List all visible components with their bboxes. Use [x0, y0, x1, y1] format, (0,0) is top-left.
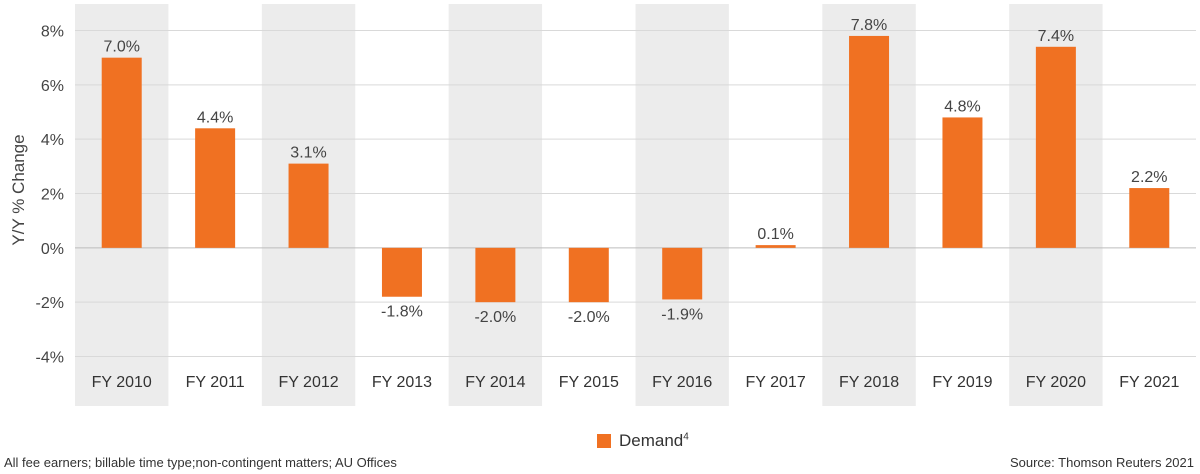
bar [942, 117, 983, 248]
y-tick-label: 6% [41, 78, 64, 95]
data-label: 7.0% [103, 39, 139, 56]
x-tick-label: FY 2010 [92, 374, 152, 391]
x-tick-label: FY 2016 [652, 374, 712, 391]
data-label: 0.1% [757, 226, 793, 243]
x-tick-label: FY 2015 [559, 374, 619, 391]
data-label: 7.4% [1038, 28, 1074, 45]
y-tick-label: 8% [41, 24, 64, 41]
data-label: 7.8% [851, 17, 887, 34]
bar [755, 245, 796, 248]
x-tick-label: FY 2019 [932, 374, 992, 391]
x-tick-label: FY 2014 [465, 374, 525, 391]
data-label: 3.1% [290, 145, 326, 162]
x-tick-label: FY 2021 [1119, 374, 1179, 391]
data-label: -2.0% [568, 309, 610, 326]
x-tick-label: FY 2020 [1026, 374, 1086, 391]
bar [288, 163, 329, 248]
gridlines [75, 30, 1196, 357]
bar [101, 57, 142, 248]
legend: Demand4 [597, 431, 689, 451]
x-axis-categories: FY 2010 FY 2011 FY 2012 FY 2013 FY 2014 FY 20… [92, 374, 1180, 391]
bars [101, 35, 1170, 303]
category-band [635, 4, 729, 406]
bar [849, 35, 890, 248]
x-tick-label: FY 2012 [278, 374, 338, 391]
bar [568, 247, 609, 303]
y-axis-label: Y/Y % Change [9, 134, 28, 245]
y-axis-ticks: -4% -2% 0% 2% 4% 6% 8% [36, 24, 64, 367]
legend-label-demand: Demand4 [619, 431, 689, 450]
bar [1035, 46, 1076, 248]
bar [475, 247, 516, 303]
bar [1129, 188, 1170, 248]
y-tick-label: 4% [41, 132, 64, 149]
data-label: 4.8% [944, 98, 980, 115]
y-tick-label: -4% [36, 350, 64, 367]
category-band [448, 4, 543, 406]
data-label: 4.4% [197, 109, 233, 126]
source-note: Source: Thomson Reuters 2021 [1009, 455, 1194, 470]
legend-swatch-demand [597, 434, 611, 448]
y-tick-label: 2% [41, 187, 64, 204]
y-tick-label: 0% [41, 241, 64, 258]
bar [195, 128, 236, 248]
bar [381, 247, 422, 297]
bar [662, 247, 703, 300]
x-tick-label: FY 2013 [372, 374, 432, 391]
data-label: -1.8% [381, 304, 423, 321]
x-tick-label: FY 2011 [186, 374, 245, 391]
y-tick-label: -2% [36, 295, 64, 312]
data-labels: 7.0% 4.4% 3.1% -1.8% -2.0% -2.0% -1.9% 0.1% 7.8%… [103, 17, 1167, 326]
data-label: -2.0% [474, 309, 516, 326]
data-label: -1.9% [661, 306, 703, 323]
x-tick-label: FY 2017 [746, 374, 806, 391]
data-label: 2.2% [1131, 169, 1167, 186]
footnote: All fee earners; billable time type;non-… [4, 455, 397, 470]
x-tick-label: FY 2018 [839, 374, 899, 391]
